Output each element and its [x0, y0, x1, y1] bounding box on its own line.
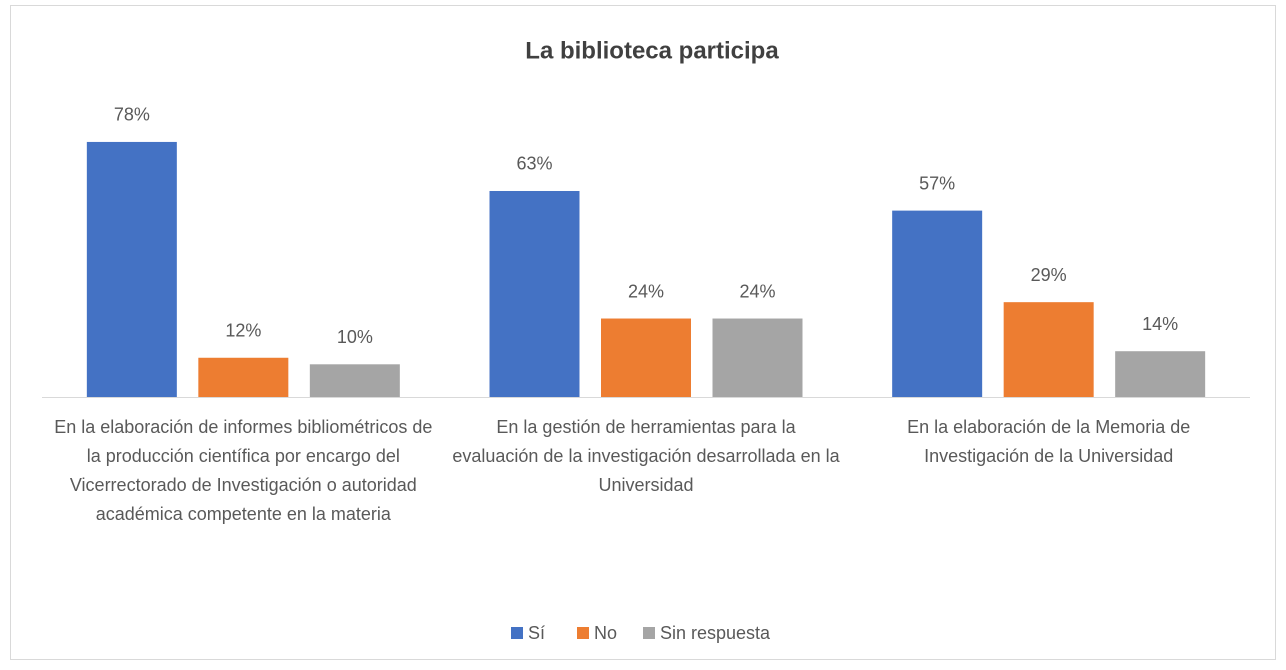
data-label: 29%	[1031, 265, 1067, 285]
data-label: 10%	[337, 327, 373, 347]
bar	[1115, 351, 1206, 397]
legend-swatch	[577, 627, 589, 639]
legend-swatch	[643, 627, 655, 639]
legend-label: Sin respuesta	[660, 623, 771, 643]
data-label: 12%	[225, 321, 261, 341]
data-label: 24%	[739, 281, 775, 301]
data-label: 24%	[628, 281, 664, 301]
bar	[1003, 302, 1094, 397]
bar	[712, 318, 803, 397]
data-label: 78%	[114, 105, 150, 125]
x-tick-label: En la elaboración de la Memoria de Inves…	[907, 417, 1191, 466]
x-tick-label: En la elaboración de informes bibliométr…	[54, 417, 433, 524]
chart-title: La biblioteca participa	[525, 37, 779, 64]
bar	[601, 318, 691, 397]
bar	[309, 364, 400, 397]
bar	[489, 190, 580, 397]
bar	[86, 141, 177, 397]
data-label: 63%	[516, 154, 552, 174]
legend-label: No	[594, 623, 617, 643]
data-label: 57%	[919, 173, 955, 193]
data-label: 14%	[1142, 314, 1178, 334]
bar	[892, 210, 983, 397]
legend-swatch	[511, 627, 523, 639]
x-tick-label: En la gestión de herramientas para la ev…	[452, 417, 840, 495]
legend-label: Sí	[528, 623, 545, 643]
bar	[198, 357, 289, 397]
